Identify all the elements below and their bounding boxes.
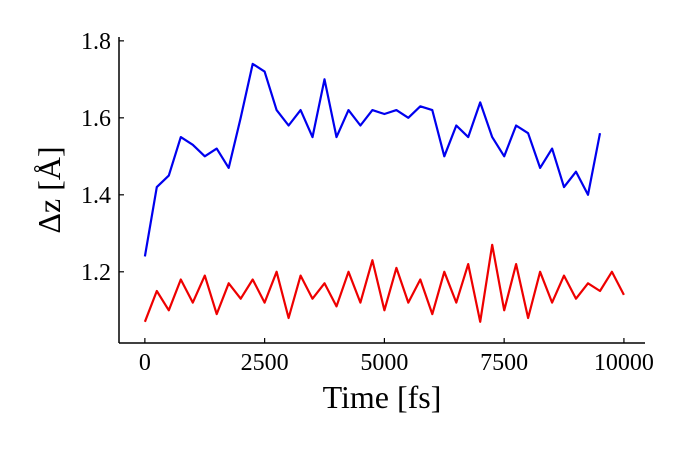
y-tick-label: 1.2	[81, 260, 111, 286]
series-line	[143, 243, 625, 323]
y-tick-label: 1.6	[81, 106, 111, 132]
x-tick-label: 7500	[480, 350, 528, 376]
x-tick-label: 2500	[241, 350, 289, 376]
x-tick-label: 5000	[360, 350, 408, 376]
y-tick-label: 1.4	[81, 183, 111, 209]
x-tick-label: 10000	[594, 350, 654, 376]
y-tick-label: 1.8	[81, 29, 111, 55]
x-tick-label: 0	[139, 350, 151, 376]
series-line	[143, 62, 602, 257]
y-axis-label: Δz [Å]	[31, 146, 67, 233]
x-axis-label: Time [fs]	[323, 379, 442, 415]
